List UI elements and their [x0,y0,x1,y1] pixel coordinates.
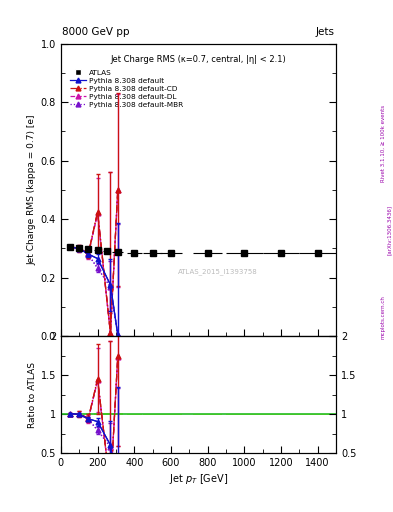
Bar [77,413,81,415]
Bar [299,414,336,415]
Bar [127,414,141,415]
Text: Rivet 3.1.10, ≥ 100k events: Rivet 3.1.10, ≥ 100k events [381,105,386,182]
Text: ATLAS_2015_I1393758: ATLAS_2015_I1393758 [178,268,257,275]
Text: 8000 GeV pp: 8000 GeV pp [62,27,130,37]
Text: mcplots.cern.ch: mcplots.cern.ch [381,295,386,339]
Bar [103,413,110,415]
Bar [193,414,222,415]
Bar [226,414,263,415]
Text: [arXiv:1306.3436]: [arXiv:1306.3436] [387,205,391,255]
Bar [86,413,91,415]
Legend: ATLAS, Pythia 8.308 default, Pythia 8.308 default-CD, Pythia 8.308 default-DL, P: ATLAS, Pythia 8.308 default, Pythia 8.30… [67,68,186,110]
Y-axis label: Jet Charge RMS (kappa = 0.7) [e]: Jet Charge RMS (kappa = 0.7) [e] [28,115,37,265]
Bar [112,413,123,415]
Text: Jets: Jets [316,27,335,37]
Bar [68,413,72,415]
X-axis label: Jet $p_T$ [GeV]: Jet $p_T$ [GeV] [169,472,228,486]
Text: Jet Charge RMS (κ=0.7, central, |η| < 2.1): Jet Charge RMS (κ=0.7, central, |η| < 2.… [110,55,286,64]
Bar [94,413,101,415]
Bar [160,414,182,415]
Bar [143,414,162,415]
Y-axis label: Ratio to ATLAS: Ratio to ATLAS [28,361,37,428]
Bar [263,414,299,415]
